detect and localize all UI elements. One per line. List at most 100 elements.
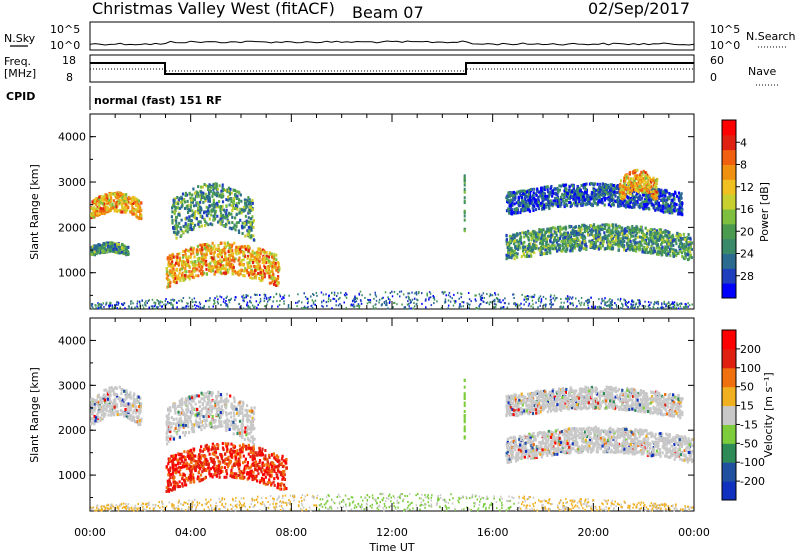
echo-cell: [668, 231, 670, 234]
scatter-cell: [444, 291, 446, 293]
echo-cell: [277, 282, 279, 285]
echo-cell: [249, 259, 251, 262]
echo-cell: [509, 239, 511, 242]
scatter-cell: [657, 307, 659, 309]
echo-cell: [178, 222, 180, 225]
scatter-cell: [256, 307, 258, 309]
echo-cell: [578, 243, 580, 246]
echo-cell: [674, 206, 676, 209]
echo-cell: [690, 246, 692, 249]
echo-cell: [257, 264, 259, 267]
scatter-cell: [354, 299, 356, 301]
echo-cell: [622, 240, 624, 243]
echo-cell: [133, 209, 135, 212]
scatter-cell: [404, 306, 406, 308]
scatter-cell: [535, 302, 537, 304]
echo-cell: [639, 228, 641, 231]
echo-cell: [230, 213, 232, 216]
scatter-cell: [572, 296, 574, 298]
scatter-cell: [520, 307, 522, 309]
echo-cell: [560, 185, 562, 188]
echo-cell: [614, 195, 616, 198]
echo-cell: [649, 251, 651, 254]
scatter-cell: [408, 297, 410, 299]
echo-cell: [528, 245, 530, 248]
echo-cell: [268, 275, 270, 278]
scatter-cell: [218, 303, 220, 305]
scatter-cell: [597, 306, 599, 308]
scatter-cell: [658, 301, 660, 303]
echo-cell: [683, 233, 685, 236]
echo-cell: [224, 252, 226, 255]
echo-cell: [225, 198, 227, 201]
echo-cell: [187, 227, 189, 230]
echo-cell: [99, 247, 101, 250]
scatter-cell: [137, 303, 139, 305]
echo-cell: [184, 274, 186, 277]
echo-cell: [522, 242, 524, 245]
echo-cell: [640, 226, 642, 229]
echo-cell: [214, 205, 216, 208]
scatter-cell: [604, 302, 606, 304]
scatter-cell: [495, 304, 497, 306]
scatter-cell: [385, 291, 387, 293]
echo-cell: [238, 231, 240, 234]
echo-cell: [217, 253, 219, 256]
echo-cell: [226, 259, 228, 262]
echo-cell: [585, 183, 587, 186]
echo-cell: [252, 234, 254, 237]
echo-cell: [114, 243, 116, 246]
echo-cell: [577, 233, 579, 236]
scatter-cell: [677, 304, 679, 306]
echo-cell: [189, 192, 191, 195]
scatter-cell: [396, 303, 398, 305]
echo-cell: [238, 212, 240, 215]
scatter-cell: [486, 293, 488, 295]
scatter-cell: [370, 299, 372, 301]
echo-cell: [243, 264, 245, 267]
echo-cell: [680, 234, 682, 237]
scatter-cell: [159, 305, 161, 307]
scatter-cell: [391, 291, 393, 293]
scatter-cell: [195, 301, 197, 303]
echo-cell: [617, 243, 619, 246]
echo-cell: [625, 249, 627, 252]
scatter-cell: [608, 304, 610, 306]
echo-cell: [691, 256, 693, 259]
scatter-cell: [681, 308, 683, 310]
echo-cell: [140, 201, 142, 204]
echo-cell: [597, 238, 599, 241]
echo-cell: [278, 264, 280, 267]
echo-cell: [217, 262, 219, 265]
scatter-cell: [527, 299, 529, 301]
echo-cell: [574, 193, 576, 196]
echo-cell: [514, 236, 516, 239]
scatter-cell: [622, 304, 624, 306]
echo-cell: [595, 193, 597, 196]
echo-cell: [171, 271, 173, 274]
echo-cell: [593, 244, 595, 247]
echo-cell: [211, 204, 213, 207]
scatter-cell: [487, 301, 489, 303]
echo-cell: [671, 199, 673, 202]
echo-cell: [229, 254, 231, 257]
echo-cell: [651, 236, 653, 239]
echo-cell: [597, 202, 599, 205]
echo-cell: [668, 234, 670, 237]
scatter-cell: [507, 307, 509, 309]
scatter-cell: [316, 295, 318, 297]
echo-cell: [263, 256, 265, 259]
echo-cell: [554, 197, 556, 200]
echo-cell: [515, 254, 517, 257]
scatter-cell: [503, 306, 505, 308]
echo-cell: [637, 236, 639, 239]
scatter-cell: [685, 305, 687, 307]
echo-cell: [613, 204, 615, 207]
scatter-cell: [686, 306, 688, 308]
echo-cell: [611, 199, 613, 202]
echo-cell: [210, 190, 212, 193]
scatter-cell: [328, 298, 330, 300]
scatter-cell: [334, 294, 336, 296]
scatter-cell: [243, 308, 245, 310]
echo-cell: [140, 209, 142, 212]
